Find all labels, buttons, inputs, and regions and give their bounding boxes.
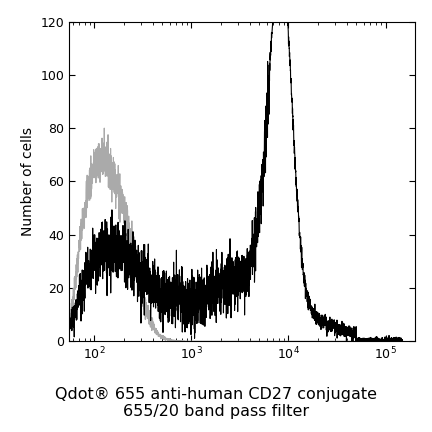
- Text: Qdot® 655 anti-human CD27 conjugate
655/20 band pass filter: Qdot® 655 anti-human CD27 conjugate 655/…: [55, 387, 377, 419]
- Y-axis label: Number of cells: Number of cells: [21, 127, 35, 236]
